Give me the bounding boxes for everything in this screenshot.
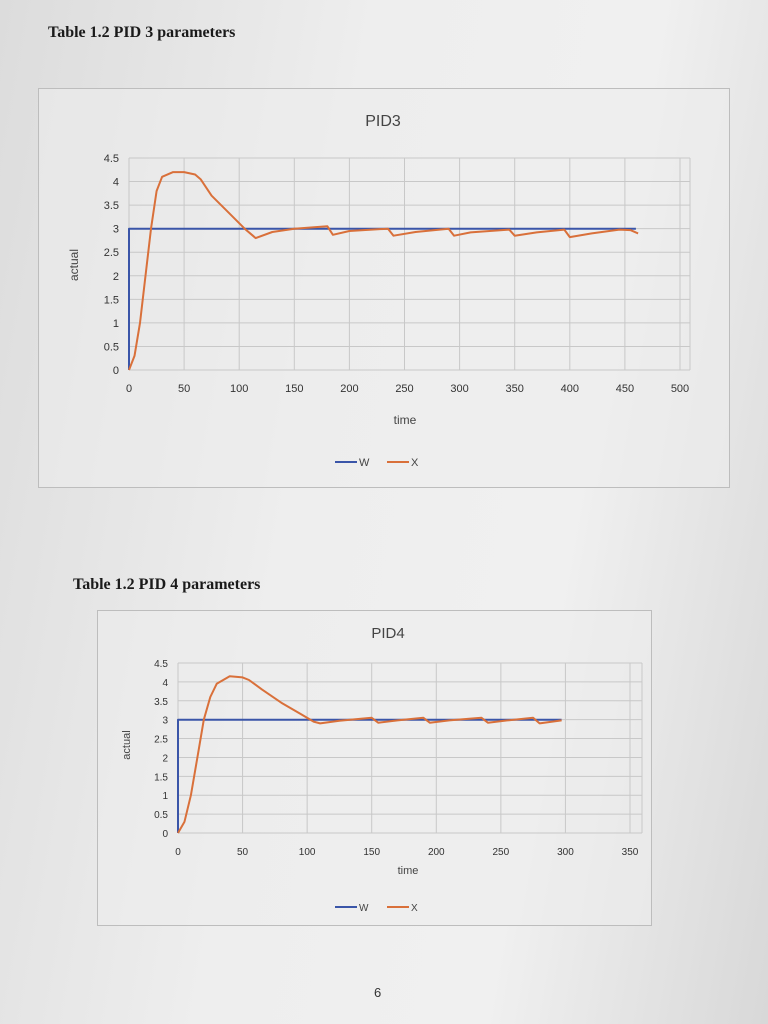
chart0-xtick-label: 150 [285,383,303,395]
chart1-xtick-label: 0 [175,847,181,858]
chart0-xtick-label: 500 [671,383,689,395]
chart0-title: PID3 [365,113,401,130]
chart1-ytick-label: 2.5 [154,735,168,746]
chart1-x-axis-label: time [398,865,419,877]
chart0-xtick-label: 50 [178,383,190,395]
chart-pid3-frame [38,88,730,488]
chart0-x-axis-label: time [394,413,417,427]
chart1-series-w-line [177,718,562,833]
chart0-legend-label-x: X [411,457,419,469]
chart1-ytick-label: 0.5 [154,810,168,821]
chart1-ytick-label: 3.5 [154,697,168,708]
chart0-ytick-label: 1 [113,318,119,330]
chart1-xtick-label: 50 [237,847,249,858]
chart1-xtick-label: 350 [622,847,639,858]
chart0-xtick-label: 0 [126,383,132,395]
chart1-legend-label-w: W [359,903,369,914]
chart1-ytick-label: 1 [162,791,168,802]
chart1-xtick-label: 100 [299,847,316,858]
chart0-xtick-label: 100 [230,383,248,395]
chart1-series-x-line [177,675,562,834]
chart0-xtick-label: 400 [561,383,579,395]
chart0-xtick-label: 200 [340,383,358,395]
chart0-legend-label-w: W [359,457,370,469]
chart0-ytick-label: 3 [113,224,119,236]
chart0-series-x-line [128,171,639,371]
chart0-ytick-label: 1.5 [104,294,119,306]
chart1-xtick-label: 200 [428,847,445,858]
chart1-ytick-label: 3 [162,716,168,727]
chart0-ytick-label: 0 [113,365,119,377]
chart1-ytick-label: 1.5 [154,772,168,783]
chart0-xtick-label: 350 [506,383,524,395]
chart0-ytick-label: 2 [113,271,119,283]
chart0-y-axis-label: actual [67,249,81,281]
table-heading-pid3: Table 1.2 PID 3 parameters [48,24,236,41]
chart0-xtick-label: 450 [616,383,634,395]
chart0-ytick-label: 3.5 [104,200,119,212]
chart0-xtick-label: 300 [450,383,468,395]
chart1-xtick-label: 300 [557,847,574,858]
chart1-title: PID4 [371,625,404,642]
chart1-ytick-label: 4.5 [154,659,168,670]
chart0-series-w-line [128,227,636,370]
chart0-ytick-label: 0.5 [104,341,119,353]
chart0-ytick-label: 2.5 [104,247,119,259]
table-heading-pid4: Table 1.2 PID 4 parameters [73,576,261,593]
chart0-ytick-label: 4.5 [104,153,119,165]
chart0-ytick-label: 4 [113,177,119,189]
chart1-ytick-label: 4 [162,678,168,689]
chart1-ytick-label: 2 [162,753,168,764]
chart0-xtick-label: 250 [395,383,413,395]
chart1-ytick-label: 0 [162,829,168,840]
chart1-xtick-label: 150 [363,847,380,858]
chart1-xtick-label: 250 [493,847,510,858]
chart1-legend-label-x: X [411,903,418,914]
chart1-y-axis-label: actual [121,730,133,759]
page-number: 6 [374,985,382,1000]
